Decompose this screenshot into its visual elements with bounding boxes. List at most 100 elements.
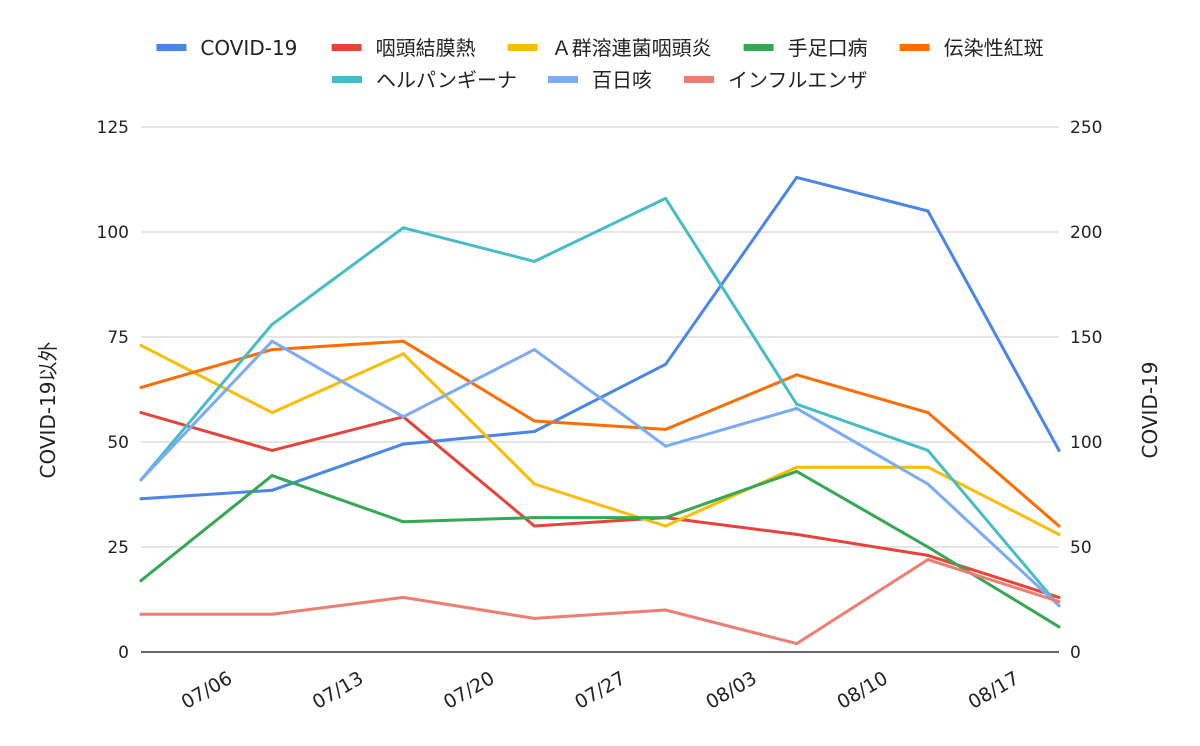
legend-item[interactable]: インフルエンザ <box>684 68 867 92</box>
data-point <box>926 411 930 415</box>
data-point <box>270 348 274 352</box>
series-line-6 <box>139 339 1061 608</box>
data-point <box>401 520 405 524</box>
data-point <box>270 488 274 492</box>
legend-item[interactable]: 百日咳 <box>548 68 652 92</box>
legend-swatch <box>156 44 187 51</box>
series-line-5 <box>139 196 1061 608</box>
legend-item[interactable]: COVID-19 <box>156 36 297 60</box>
series-line-3 <box>139 469 1061 629</box>
data-point <box>795 373 799 377</box>
legend-swatch <box>332 76 362 83</box>
data-point <box>401 415 405 419</box>
data-point <box>664 608 668 612</box>
right-tick-label: 50 <box>1070 538 1092 558</box>
data-point <box>795 469 799 473</box>
x-tick-label: 08/03 <box>702 667 760 713</box>
data-point <box>1057 524 1061 528</box>
left-tick-label: 0 <box>118 643 129 663</box>
right-tick-label: 150 <box>1070 328 1102 348</box>
data-point <box>532 430 536 433</box>
left-tick-label: 25 <box>107 538 129 558</box>
data-point <box>795 406 799 410</box>
right-tick-label: 0 <box>1070 643 1081 663</box>
series-line-4 <box>139 339 1061 528</box>
legend-item[interactable]: 咽頭結膜熱 <box>331 36 476 60</box>
legend-item[interactable]: 伝染性紅斑 <box>899 36 1044 60</box>
legend-item[interactable]: Ａ群溶連菌咽頭炎 <box>507 36 712 60</box>
data-point <box>401 595 405 599</box>
right-axis-title: COVID-19 <box>1138 361 1162 458</box>
x-tick-label: 07/27 <box>571 667 629 713</box>
x-tick-label: 08/17 <box>965 667 1023 713</box>
data-point <box>926 209 930 213</box>
data-point <box>270 339 274 343</box>
legend-label: 咽頭結膜熱 <box>376 36 476 60</box>
data-point <box>270 322 274 326</box>
data-point <box>139 612 143 616</box>
left-axis-ticks: 0 25 50 75 100 125 <box>97 118 129 663</box>
data-point <box>1057 604 1061 608</box>
data-point <box>270 448 274 452</box>
legend-label: インフルエンザ <box>728 68 867 92</box>
data-point <box>926 482 930 486</box>
left-tick-label: 100 <box>97 223 129 243</box>
legend-label: ヘルパンギーナ <box>376 68 517 92</box>
data-point <box>1057 532 1061 536</box>
right-tick-label: 250 <box>1070 118 1102 138</box>
series-line-1 <box>139 411 1061 599</box>
left-tick-label: 125 <box>97 118 129 138</box>
legend-swatch <box>743 44 774 51</box>
data-point <box>664 362 668 366</box>
data-point <box>532 348 536 352</box>
data-point <box>926 448 930 452</box>
data-point <box>532 516 536 520</box>
legend-label: 伝染性紅斑 <box>944 36 1044 60</box>
data-point <box>926 558 930 562</box>
gridlines <box>141 126 1059 653</box>
data-point <box>926 553 930 557</box>
legend-swatch <box>331 44 362 51</box>
data-point <box>795 465 799 469</box>
right-axis-ticks: 0 50 100 150 200 250 <box>1070 118 1102 663</box>
data-point <box>1057 448 1061 452</box>
left-tick-label: 75 <box>107 328 129 348</box>
data-point <box>139 478 143 482</box>
data-point <box>401 339 405 343</box>
data-point <box>926 545 930 549</box>
data-point <box>664 196 668 200</box>
left-tick-label: 50 <box>107 433 129 453</box>
data-point <box>139 497 143 501</box>
legend-label: COVID-19 <box>200 36 297 60</box>
left-axis-title: COVID-19以外 <box>36 341 60 478</box>
series-line-2 <box>139 343 1061 536</box>
data-point <box>401 442 405 446</box>
legend-item[interactable]: 手足口病 <box>743 36 868 60</box>
legend-label: 手足口病 <box>788 36 868 60</box>
data-point <box>270 474 274 478</box>
data-point <box>532 259 536 263</box>
legend-swatch <box>507 44 538 51</box>
legend-item[interactable]: ヘルパンギーナ <box>332 68 517 92</box>
right-tick-label: 100 <box>1070 433 1102 453</box>
data-point <box>532 482 536 486</box>
x-tick-label: 07/06 <box>178 667 236 713</box>
x-tick-label: 07/20 <box>440 667 498 713</box>
data-point <box>401 226 405 230</box>
data-point <box>664 516 668 520</box>
x-axis-ticks: 07/06 07/13 07/20 07/27 08/03 08/10 08/17 <box>178 667 1023 713</box>
series-line-0 <box>139 175 1061 501</box>
data-point <box>270 411 274 415</box>
x-tick-label: 07/13 <box>309 667 367 713</box>
data-point <box>532 524 536 528</box>
data-point <box>664 444 668 448</box>
data-point <box>139 579 143 583</box>
x-tick-label: 08/10 <box>833 667 891 713</box>
legend-swatch <box>899 44 930 51</box>
data-point <box>401 352 405 356</box>
data-point <box>664 427 668 431</box>
legend-label: 百日咳 <box>592 68 652 92</box>
data-point <box>270 612 274 616</box>
